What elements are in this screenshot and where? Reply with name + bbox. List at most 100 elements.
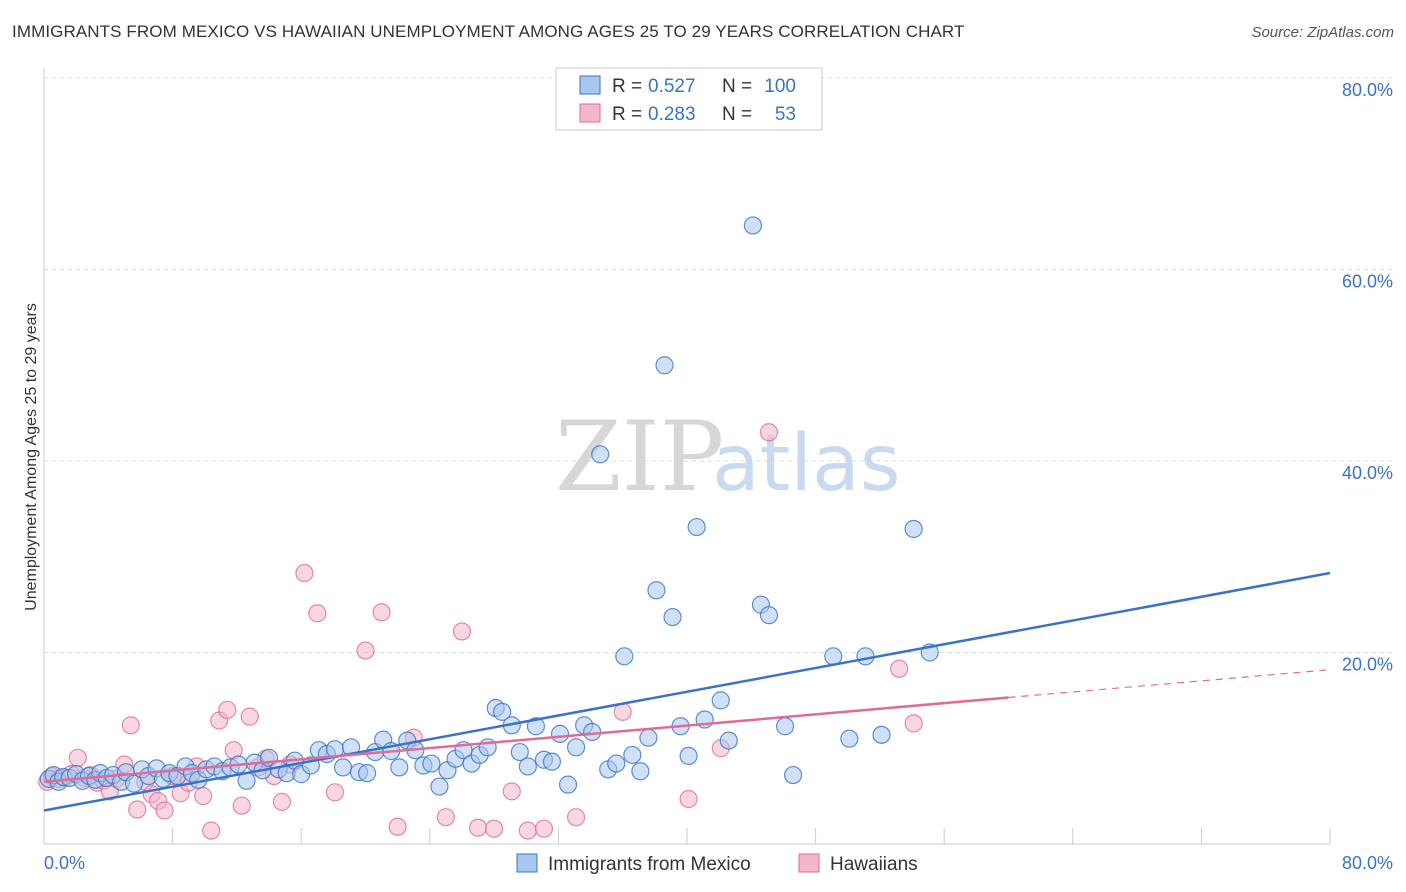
hawaiian-point-28	[232, 796, 251, 815]
y-axis-label: Unemployment Among Ages 25 to 29 years	[23, 303, 40, 611]
hawaiian-point-40	[388, 817, 407, 836]
mexico-point-64	[518, 757, 537, 776]
mexico-point-53	[430, 777, 449, 796]
mexico-point-68	[550, 724, 570, 743]
hawaiian-point-53	[904, 714, 923, 733]
source-label: Source: ZipAtlas.com	[1251, 24, 1394, 41]
data-points	[38, 216, 939, 840]
hawaiian-trend-line	[43, 696, 1009, 784]
watermark: ZIP atlas	[555, 401, 901, 513]
mexico-point-93	[783, 765, 803, 785]
hawaiian-point-43	[452, 622, 472, 641]
mexico-point-92	[775, 717, 795, 736]
hawaiian-point-48	[534, 819, 554, 838]
mexico-point-67	[542, 752, 562, 771]
hawaiian-point-36	[308, 604, 327, 623]
mexico-point-88	[719, 731, 738, 750]
legend-box: R = 0.527 N = 100 R = 0.283 N = 53	[555, 67, 823, 131]
mexico-point-63	[510, 742, 529, 762]
bottom-legend-hawaiians: Hawaiians	[830, 854, 918, 875]
mexico-point-65	[526, 717, 545, 736]
mexico-trend-line	[43, 571, 1331, 812]
y-tick-labels: 20.0% 40.0% 60.0% 80.0%	[1342, 80, 1393, 675]
mexico-point-52	[422, 754, 441, 773]
mexico-point-84	[679, 746, 698, 766]
mexico-point-72	[583, 722, 602, 742]
mexico-point-77	[623, 745, 642, 765]
mexico-point-82	[663, 607, 682, 627]
hawaiian-point-54	[679, 789, 698, 809]
mexico-point-81	[655, 356, 674, 375]
mexico-point-99	[840, 729, 859, 748]
hawaiian-point-52	[890, 659, 909, 678]
hawaiian-point-18	[155, 801, 174, 820]
hawaiian-point-13	[121, 716, 140, 735]
legend-r-label-2: R =	[612, 104, 642, 125]
legend-swatch-pink	[579, 103, 601, 123]
y-tick-label-1: 40.0%	[1342, 463, 1393, 483]
hawaiian-point-42	[436, 808, 455, 827]
legend-n-label-2: N =	[722, 104, 752, 125]
watermark-zip: ZIP	[555, 401, 724, 513]
hawaiian-point-35	[295, 563, 314, 583]
mexico-point-91	[759, 606, 779, 625]
mexico-point-79	[639, 728, 658, 747]
hawaiian-point-44	[468, 818, 488, 837]
mexico-point-80	[647, 581, 666, 600]
hawaiian-point-47	[518, 821, 537, 840]
hawaiian-point-38	[356, 641, 375, 660]
hawaiian-point-33	[272, 792, 292, 811]
hawaiian-point-26	[218, 700, 237, 720]
mexico-point-95	[856, 647, 875, 666]
mexico-point-89	[743, 216, 763, 235]
hawaiian-point-46	[502, 782, 521, 801]
trend-lines	[43, 571, 1331, 812]
bottom-legend: Immigrants from Mexico Hawaiians	[516, 853, 918, 875]
mexico-point-61	[493, 702, 512, 721]
mexico-point-78	[631, 762, 650, 781]
legend-n-value-2: 53	[775, 104, 796, 125]
mexico-point-73	[591, 445, 610, 464]
mexico-point-87	[711, 691, 730, 710]
mexico-point-85	[687, 517, 706, 537]
hawaiian-point-45	[485, 819, 504, 838]
hawaiian-point-49	[566, 808, 586, 827]
mexico-point-94	[824, 647, 843, 666]
y-tick-label-0: 20.0%	[1342, 655, 1393, 675]
mexico-point-70	[566, 738, 586, 757]
hawaiian-point-51	[759, 423, 779, 442]
x-tick-labels: 0.0% 80.0%	[44, 853, 1393, 873]
mexico-point-97	[904, 519, 923, 539]
mexico-point-75	[607, 754, 626, 773]
mexico-point-44	[358, 764, 377, 783]
hawaiian-point-29	[240, 707, 259, 726]
mexico-point-76	[615, 647, 634, 666]
x-tick-label-0: 0.0%	[44, 853, 85, 873]
hawaiian-point-24	[202, 821, 221, 840]
hawaiian-point-39	[372, 603, 391, 622]
legend-r-value-1: 0.527	[648, 76, 696, 97]
axes	[43, 68, 1331, 845]
bottom-legend-mexico: Immigrants from Mexico	[548, 854, 751, 875]
bottom-legend-swatch-hawaiians	[798, 853, 820, 873]
legend-n-value-1: 100	[764, 76, 796, 97]
legend-r-label-1: R =	[612, 76, 642, 97]
mexico-point-69	[558, 775, 578, 794]
legend-r-value-2: 0.283	[648, 104, 696, 125]
mexico-point-96	[872, 725, 891, 744]
legend-n-label-1: N =	[722, 76, 752, 97]
mexico-point-14	[124, 774, 144, 793]
legend-swatch-blue	[579, 75, 601, 95]
hawaiian-point-23	[194, 787, 213, 806]
hawaiian-trend-extension	[1008, 669, 1331, 699]
bottom-legend-swatch-mexico	[516, 853, 538, 873]
hawaiian-point-37	[325, 783, 345, 802]
chart-title: IMMIGRANTS FROM MEXICO VS HAWAIIAN UNEMP…	[12, 22, 965, 41]
hawaiian-point-14	[128, 800, 147, 819]
hawaiian-point-5	[68, 748, 87, 767]
x-tick-label-1: 80.0%	[1342, 853, 1393, 873]
mexico-point-41	[333, 758, 353, 777]
y-tick-label-2: 60.0%	[1342, 272, 1393, 292]
mexico-point-48	[390, 758, 409, 777]
